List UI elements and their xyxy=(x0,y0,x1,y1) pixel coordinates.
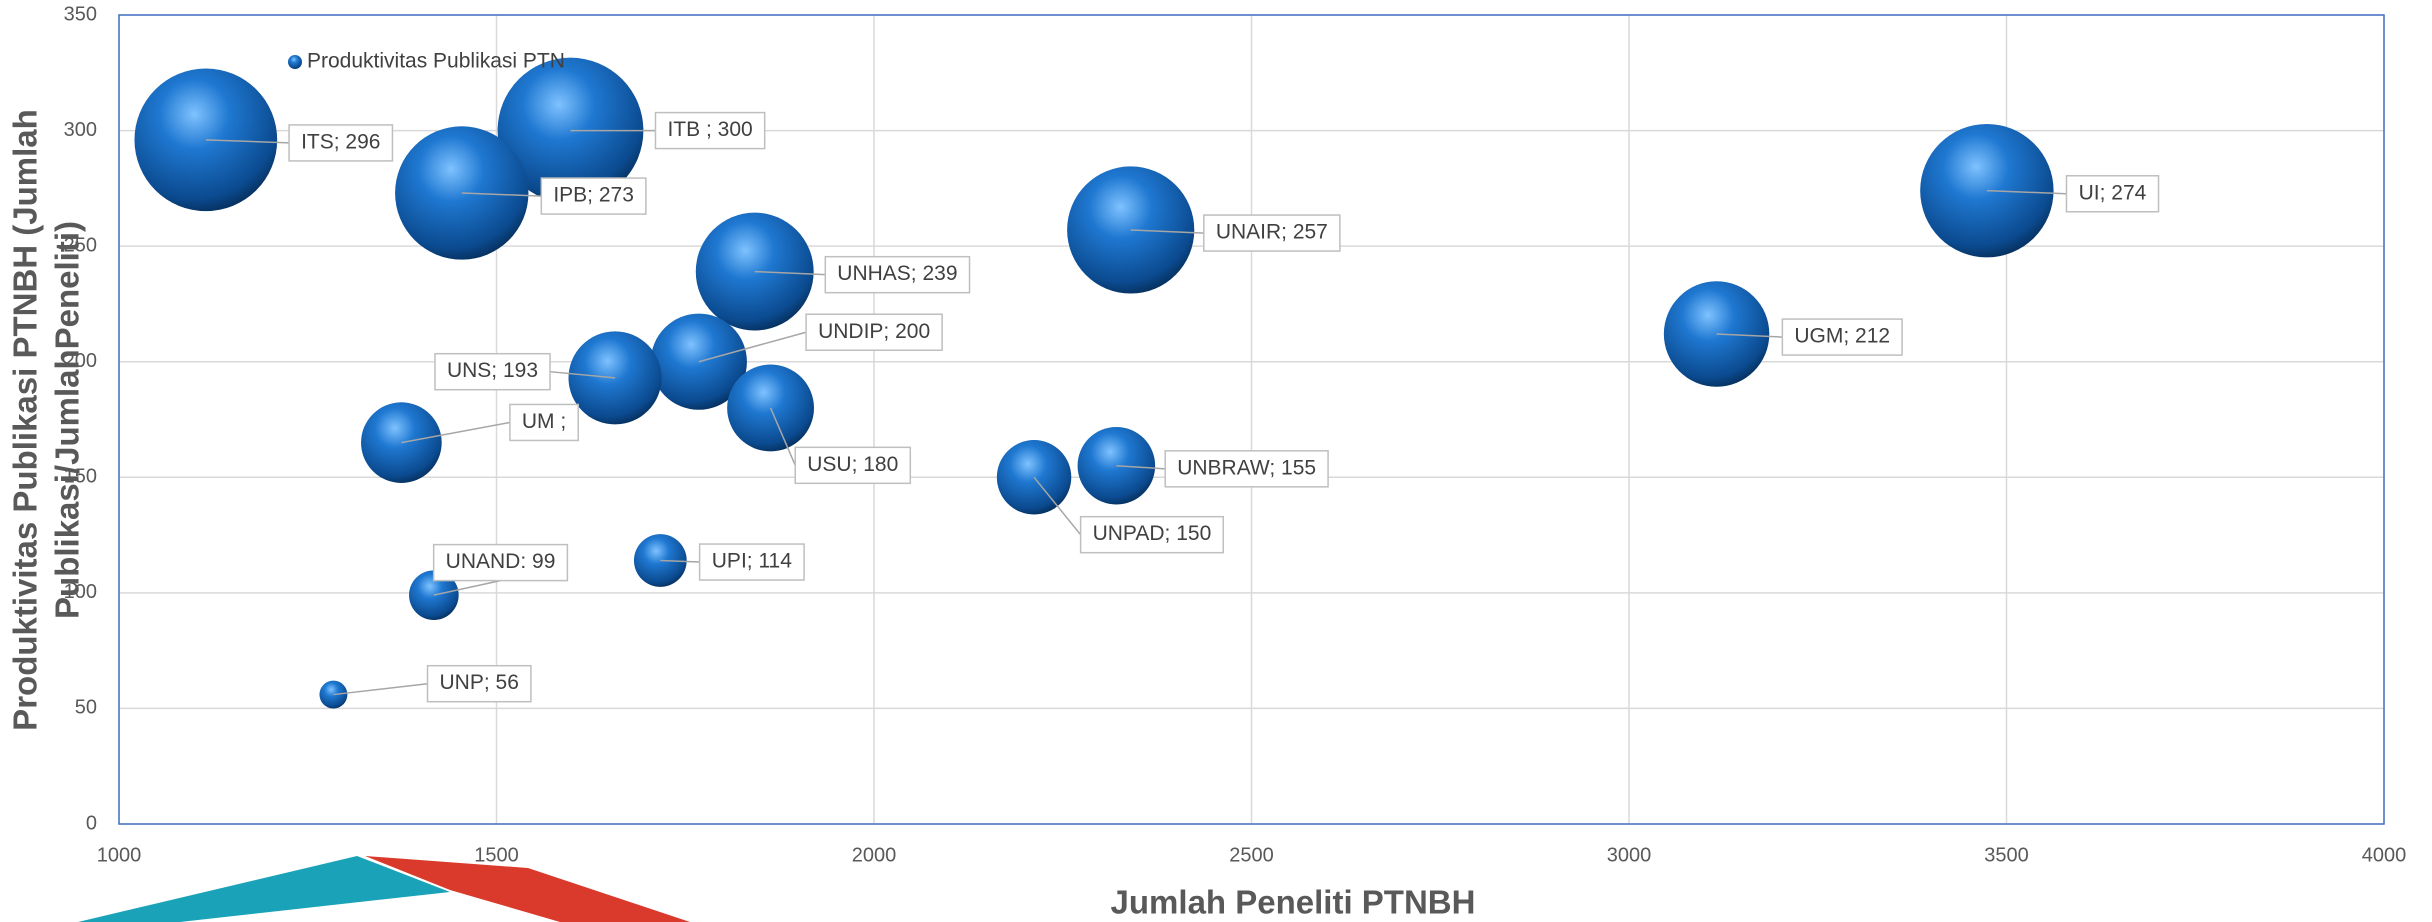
data-label: ITB ; 300 xyxy=(667,118,752,141)
data-label-group: UNP; 56 xyxy=(333,666,530,702)
data-label: UNAND: 99 xyxy=(446,550,556,573)
y-axis-title: Produktivitas Publikasi PTNBH (Jumlah xyxy=(7,109,44,731)
legend-marker xyxy=(288,55,302,69)
data-label: UPI; 114 xyxy=(712,550,792,573)
x-tick-label: 3000 xyxy=(1607,844,1652,866)
data-label: UI; 274 xyxy=(2079,181,2147,204)
bubble xyxy=(1664,281,1769,386)
x-tick-label: 1500 xyxy=(474,844,519,866)
data-label: UNP; 56 xyxy=(440,671,519,694)
data-label: UNS; 193 xyxy=(447,359,538,382)
data-label: UNDIP; 200 xyxy=(818,320,930,343)
y-axis-title: Publikasi/JumlahPeneliti) xyxy=(49,221,86,619)
bubble xyxy=(569,331,662,424)
data-label: UNPAD; 150 xyxy=(1093,522,1212,545)
y-tick-label: 300 xyxy=(64,119,97,141)
y-tick-label: 0 xyxy=(86,812,97,834)
x-tick-label: 2000 xyxy=(852,844,897,866)
data-label: UGM; 212 xyxy=(1794,325,1890,348)
data-label: ITS; 296 xyxy=(301,130,380,153)
data-label: IPB; 273 xyxy=(553,184,634,207)
x-tick-label: 3500 xyxy=(1984,844,2029,866)
data-label: UNBRAW; 155 xyxy=(1177,456,1316,479)
x-tick-label: 2500 xyxy=(1229,844,1274,866)
x-axis-title: Jumlah Peneliti PTNBH xyxy=(1111,884,1476,921)
data-label: USU; 180 xyxy=(807,453,898,476)
bubble xyxy=(361,402,442,483)
chart: 0501001502002503003501000150020002500300… xyxy=(0,0,2432,922)
leader-line xyxy=(333,684,427,695)
x-tick-label: 4000 xyxy=(2362,844,2407,866)
y-tick-label: 350 xyxy=(64,3,97,25)
legend-label: Produktivitas Publikasi PTN xyxy=(307,50,565,73)
data-label: UNAIR; 257 xyxy=(1216,221,1328,244)
x-tick-label: 1000 xyxy=(97,844,142,866)
data-label: UM ; xyxy=(522,410,566,433)
data-label: UNHAS; 239 xyxy=(837,262,957,285)
bubble xyxy=(319,681,347,709)
y-tick-label: 50 xyxy=(75,697,97,719)
